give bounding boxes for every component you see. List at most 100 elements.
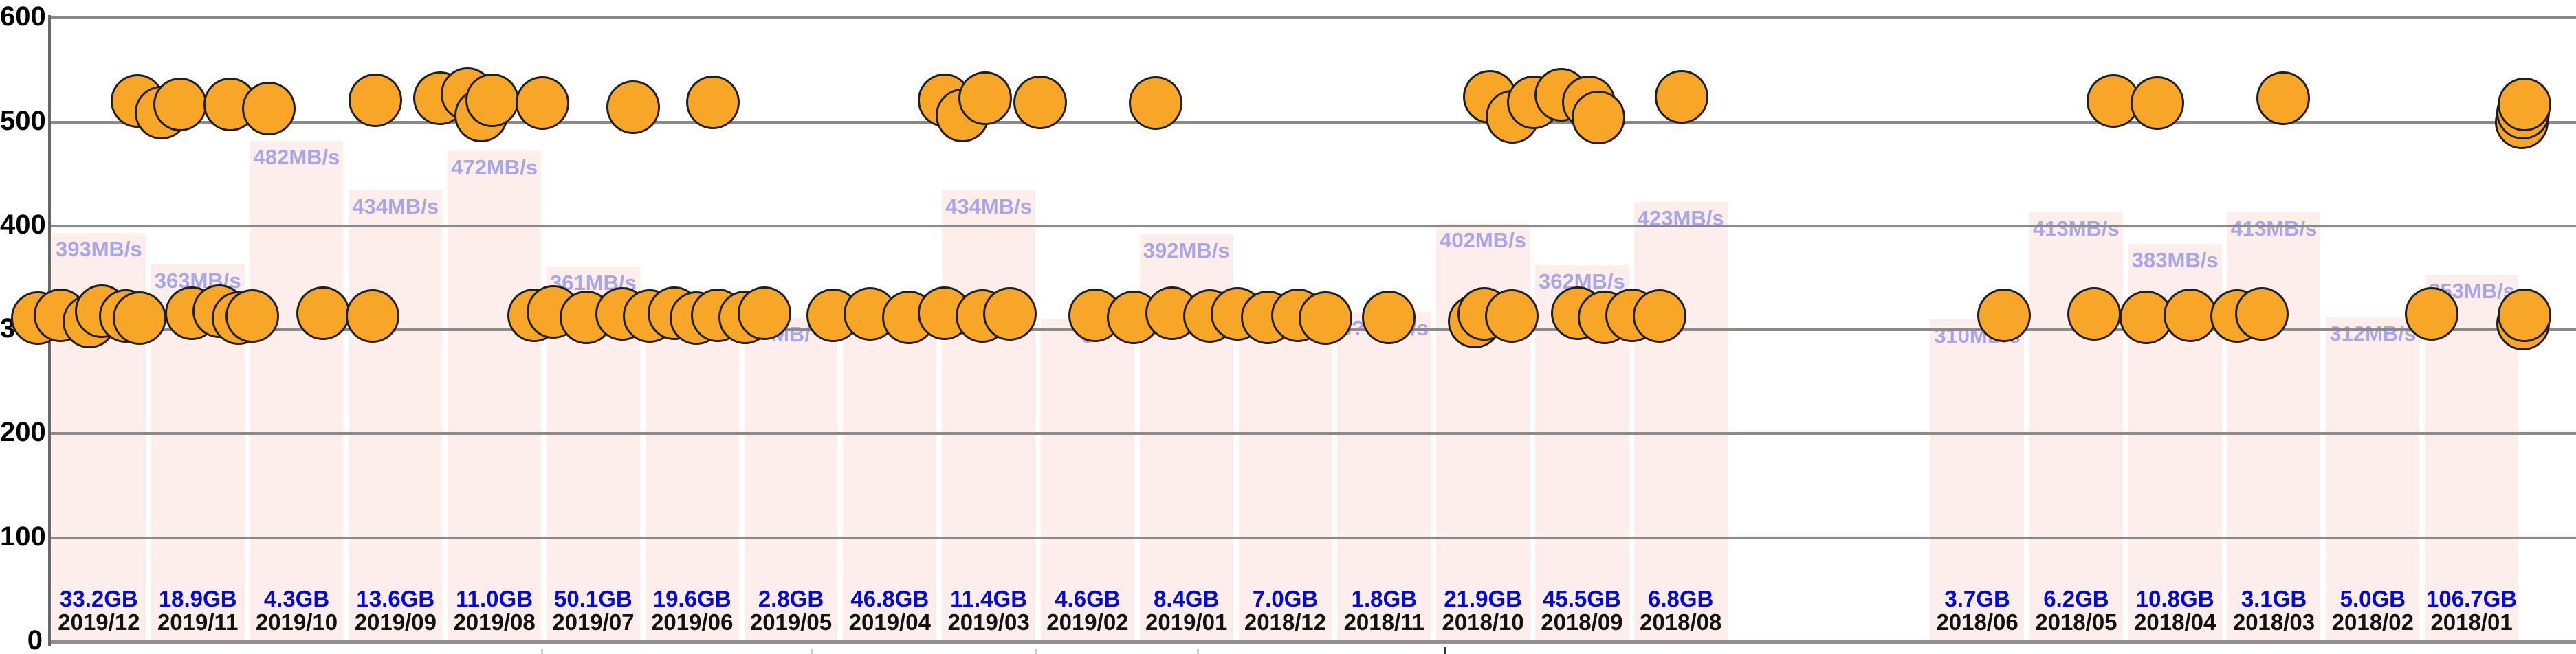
month-label: 2019/10 <box>255 609 338 635</box>
avg-speed-label: 413MB/s <box>2032 216 2120 241</box>
avg-speed-label: 383MB/s <box>2131 247 2219 272</box>
data-point <box>2405 287 2458 341</box>
month-label: 2019/12 <box>58 609 140 635</box>
volume-label: 4.6GB <box>1055 586 1121 611</box>
month-label: 2019/09 <box>354 609 437 635</box>
avg-speed-label: 413MB/s <box>2230 216 2318 241</box>
month-label: 2018/09 <box>1541 609 1623 635</box>
month-bar <box>448 150 541 644</box>
volume-label: 1.8GB <box>1351 586 1417 611</box>
data-point <box>346 289 399 343</box>
volume-label: 46.8GB <box>850 586 929 611</box>
month-bar <box>1238 316 1332 644</box>
data-point <box>113 291 166 346</box>
data-point <box>242 81 296 135</box>
month-label: 2019/05 <box>749 609 833 635</box>
volume-label: 18.9GB <box>158 586 237 611</box>
data-point <box>349 73 402 127</box>
month-label: 2018/05 <box>2035 609 2117 635</box>
month-label: 2019/11 <box>157 609 239 635</box>
volume-label: 45.5GB <box>1543 586 1621 611</box>
month-bar <box>1041 319 1134 644</box>
volume-label: 5.0GB <box>2340 586 2406 611</box>
month-label: 2018/03 <box>2232 609 2315 635</box>
volume-label: 7.0GB <box>1252 586 1319 611</box>
volume-label: 19.6GB <box>652 586 731 611</box>
volume-label: 4.3GB <box>263 586 330 611</box>
data-point <box>225 289 279 343</box>
month-bar <box>744 318 838 644</box>
data-point <box>2498 77 2551 131</box>
data-point <box>1977 288 2031 342</box>
month-bar <box>843 316 937 644</box>
volume-label: 50.1GB <box>554 586 632 611</box>
data-point <box>1362 290 1416 344</box>
volume-label: 11.4GB <box>950 586 1028 611</box>
volume-label: 3.1GB <box>2241 586 2307 611</box>
data-point <box>2164 288 2217 342</box>
y-axis-tick-label: 400 <box>0 209 46 240</box>
month-bar <box>2029 212 2123 644</box>
avg-speed-label: 434MB/s <box>352 194 439 219</box>
month-bar <box>645 316 739 644</box>
volume-label: 8.4GB <box>1154 586 1220 611</box>
y-axis-tick-label: 500 <box>0 105 46 136</box>
data-point <box>738 286 791 340</box>
y-axis-tick-label: 200 <box>0 417 46 448</box>
month-label: 2019/07 <box>552 609 635 635</box>
y-axis-tick-label: 600 <box>0 1 46 32</box>
volume-label: 2.8GB <box>758 586 824 611</box>
gridline <box>49 224 2576 227</box>
volume-label: 3.7GB <box>1944 586 2010 611</box>
data-point <box>2256 71 2310 125</box>
data-point <box>1572 91 1625 145</box>
avg-speed-label: 402MB/s <box>1440 227 1526 252</box>
gridline <box>49 120 2576 124</box>
bottom-tick <box>1444 647 1446 654</box>
volume-label: 11.0GB <box>456 586 533 611</box>
data-point <box>1655 70 1708 124</box>
month-bar <box>2227 212 2321 644</box>
month-label: 2018/08 <box>1640 609 1722 635</box>
volume-label: 33.2GB <box>60 586 138 611</box>
gridline <box>49 432 2576 436</box>
month-label: 2018/02 <box>2331 609 2414 635</box>
month-label: 2018/04 <box>2134 609 2216 635</box>
month-label: 2019/01 <box>1145 609 1228 635</box>
month-label: 2019/03 <box>947 609 1030 635</box>
month-label: 2019/06 <box>651 609 734 635</box>
month-label: 2019/04 <box>848 609 931 635</box>
data-point <box>1299 291 1352 346</box>
data-point <box>606 80 660 135</box>
data-point <box>1013 75 1067 129</box>
month-label: 2018/12 <box>1244 609 1327 635</box>
data-point <box>983 287 1037 341</box>
month-bar <box>349 190 443 644</box>
month-bar <box>1337 312 1431 644</box>
bottom-tick <box>1035 649 1037 654</box>
month-bar <box>2326 317 2420 644</box>
avg-speed-label: 482MB/s <box>253 144 340 169</box>
gridline <box>49 536 2576 539</box>
month-label: 2019/02 <box>1046 609 1129 635</box>
month-label: 2018/11 <box>1343 609 1425 635</box>
gridline <box>49 640 2576 644</box>
data-point <box>1129 76 1182 131</box>
month-label: 2018/06 <box>1936 609 2018 635</box>
data-point <box>2235 287 2289 341</box>
data-point <box>2131 76 2184 131</box>
bottom-tick <box>541 649 543 654</box>
data-point <box>1633 289 1686 343</box>
gridline <box>49 16 2576 20</box>
month-label: 2019/08 <box>453 609 536 635</box>
month-label: 2018/01 <box>2430 609 2513 635</box>
volume-label: 10.8GB <box>2135 586 2214 611</box>
volume-label: 21.9GB <box>1444 586 1522 611</box>
avg-speed-label: 312MB/s <box>2329 321 2417 346</box>
volume-label: 13.6GB <box>356 586 435 611</box>
data-point <box>958 71 1012 125</box>
